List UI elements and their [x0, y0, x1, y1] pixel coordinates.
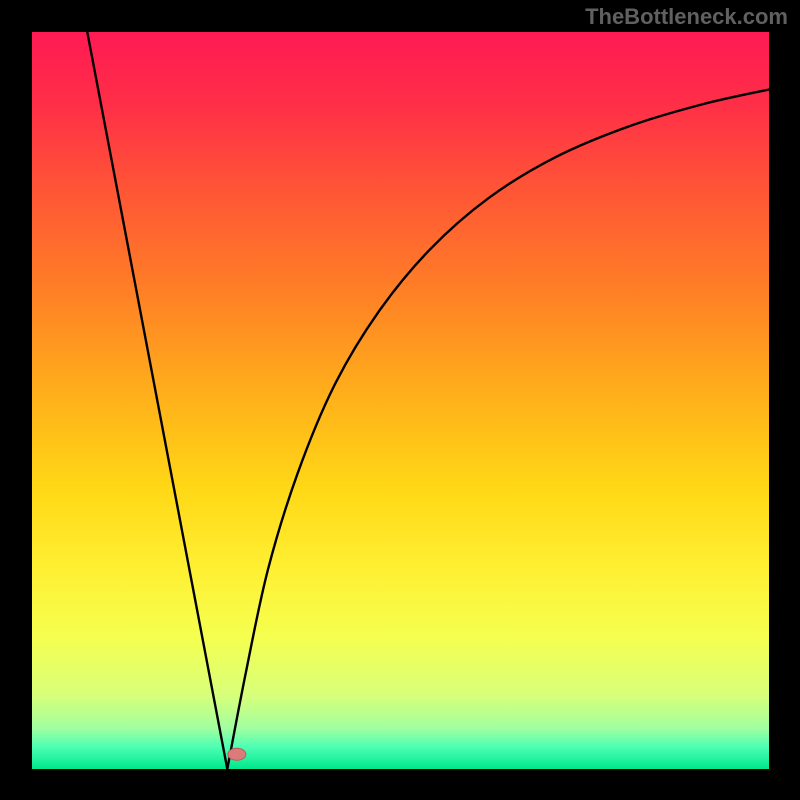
chart-container: TheBottleneck.com	[0, 0, 800, 800]
chart-background	[32, 32, 769, 769]
watermark-label: TheBottleneck.com	[585, 4, 788, 30]
plot-area	[32, 32, 769, 769]
data-marker	[228, 748, 246, 760]
bottleneck-chart	[32, 32, 769, 769]
